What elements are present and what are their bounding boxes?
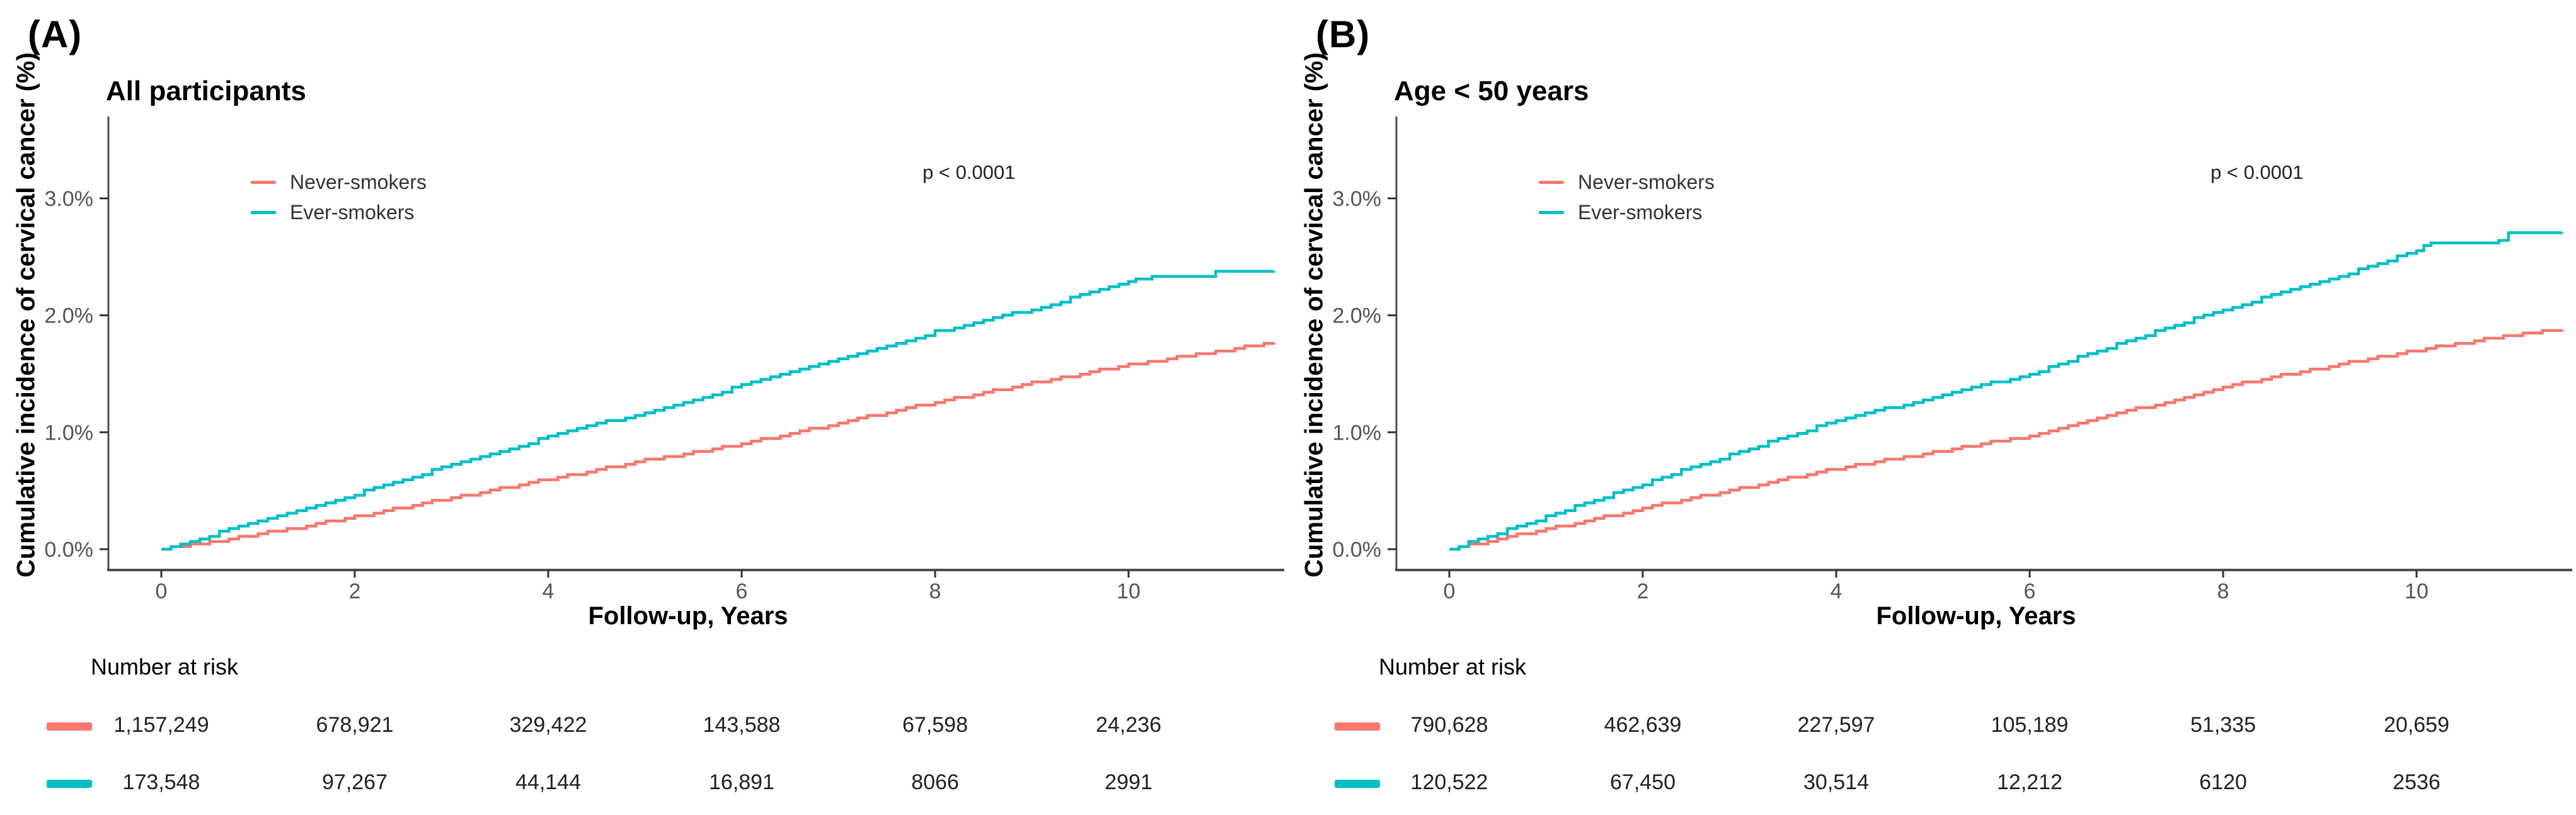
p-value-annotation: p < 0.0001 xyxy=(2211,161,2304,183)
risk-value: 1,157,249 xyxy=(113,713,209,737)
legend-label-never-smokers: Never-smokers xyxy=(290,170,427,193)
risk-value: 8066 xyxy=(911,770,959,794)
x-tick-label: 2 xyxy=(1637,579,1649,603)
risk-value: 30,514 xyxy=(1803,770,1869,794)
ever-smokers-line-swatch xyxy=(1539,210,1564,214)
x-tick-label: 10 xyxy=(2405,579,2429,603)
risk-value: 12,212 xyxy=(1997,770,2062,794)
risk-value: 227,597 xyxy=(1797,713,1875,737)
risk-value: 24,236 xyxy=(1096,713,1161,737)
panel-a-subtitle: All participants xyxy=(106,76,306,106)
risk-value: 6120 xyxy=(2199,770,2247,794)
legend-label-never-smokers: Never-smokers xyxy=(1578,170,1715,193)
risk-value: 97,267 xyxy=(322,770,388,794)
risk-value: 51,335 xyxy=(2190,713,2256,737)
legend-label-ever-smokers: Ever-smokers xyxy=(290,200,415,224)
x-axis-title: Follow-up, Years xyxy=(1876,602,2076,630)
risk-value: 16,891 xyxy=(709,770,774,794)
y-tick-label: 0.0% xyxy=(1333,538,1382,562)
legend-item-never-smokers: Never-smokers xyxy=(251,167,427,197)
panel-b-subtitle: Age < 50 years xyxy=(1394,76,1589,106)
x-tick-label: 6 xyxy=(736,579,748,603)
y-tick-label: 1.0% xyxy=(45,421,94,445)
risk-value: 143,588 xyxy=(703,713,781,737)
legend-label-ever-smokers: Ever-smokers xyxy=(1578,200,1703,224)
risk-value: 678,921 xyxy=(316,713,394,737)
x-tick-label: 10 xyxy=(1117,579,1141,603)
never-smokers-line-swatch xyxy=(251,180,276,184)
ever-smokers-risk-swatch xyxy=(47,780,92,788)
number-at-risk-header: Number at risk xyxy=(91,654,239,680)
y-tick-label: 2.0% xyxy=(1333,304,1382,328)
risk-row-never-smokers: 1,157,249 678,921 329,422 143,588 67,598 24,2… xyxy=(0,713,1288,741)
risk-value: 173,548 xyxy=(122,770,200,794)
x-tick-label: 0 xyxy=(156,579,168,603)
x-tick-label: 4 xyxy=(1831,579,1843,603)
never-smokers-line-swatch xyxy=(1539,180,1564,184)
panel-b: (B) Age < 50 years Cumulative incidence … xyxy=(1288,0,2576,815)
panel-a: (A) All participants Cumulative incidenc… xyxy=(0,13,1288,798)
legend: Never-smokers Ever-smokers xyxy=(1539,167,1715,227)
risk-row-never-smokers: 790,628 462,639 227,597 105,189 51,335 20,659 xyxy=(1288,713,2576,741)
risk-value: 105,189 xyxy=(1991,713,2069,737)
ever-smokers-line-swatch xyxy=(251,210,276,214)
never-smokers-risk-swatch xyxy=(1335,722,1380,731)
x-tick-label: 6 xyxy=(2024,579,2036,603)
x-tick-label: 2 xyxy=(349,579,361,603)
risk-value: 2536 xyxy=(2393,770,2441,794)
risk-value: 20,659 xyxy=(2384,713,2449,737)
risk-value: 120,522 xyxy=(1410,770,1488,794)
x-tick-label: 8 xyxy=(2217,579,2229,603)
legend-item-ever-smokers: Ever-smokers xyxy=(251,197,427,227)
risk-value: 67,598 xyxy=(902,713,968,737)
never-smokers-curve xyxy=(1449,329,2563,551)
panel-a-label: (A) xyxy=(28,13,83,55)
risk-value: 44,144 xyxy=(515,770,581,794)
p-value-annotation: p < 0.0001 xyxy=(923,161,1016,183)
risk-value: 67,450 xyxy=(1610,770,1676,794)
ever-smokers-curve xyxy=(1449,231,2563,551)
panel-a-plot-svg: 0.0% 1.0% 2.0% 3.0% 0 2 4 6 8 10 xyxy=(45,117,1284,603)
risk-value: 790,628 xyxy=(1410,713,1488,737)
x-axis-title: Follow-up, Years xyxy=(588,602,788,630)
x-tick-label: 0 xyxy=(1444,579,1456,603)
legend: Never-smokers Ever-smokers xyxy=(251,167,427,227)
risk-value: 329,422 xyxy=(509,713,587,737)
x-tick-label: 4 xyxy=(543,579,555,603)
panel-b-label: (B) xyxy=(1316,13,1371,55)
risk-row-ever-smokers: 173,548 97,267 44,144 16,891 8066 2991 xyxy=(0,770,1288,798)
y-tick-label: 2.0% xyxy=(45,304,94,328)
panel-b-plot-svg: 0.0% 1.0% 2.0% 3.0% 0 2 4 6 8 10 xyxy=(1333,117,2572,603)
y-tick-label: 1.0% xyxy=(1333,421,1382,445)
legend-item-never-smokers: Never-smokers xyxy=(1539,167,1715,197)
risk-row-ever-smokers: 120,522 67,450 30,514 12,212 6120 2536 xyxy=(1288,770,2576,798)
number-at-risk-header: Number at risk xyxy=(1379,654,1527,680)
y-tick-label: 3.0% xyxy=(1333,187,1382,211)
risk-value: 2991 xyxy=(1105,770,1153,794)
y-tick-label: 3.0% xyxy=(45,187,94,211)
ever-smokers-curve xyxy=(161,270,1275,551)
never-smokers-curve xyxy=(161,341,1275,551)
y-tick-label: 0.0% xyxy=(45,538,94,562)
risk-value: 462,639 xyxy=(1604,713,1682,737)
never-smokers-risk-swatch xyxy=(47,722,92,731)
legend-item-ever-smokers: Ever-smokers xyxy=(1539,197,1715,227)
x-tick-label: 8 xyxy=(929,579,941,603)
ever-smokers-risk-swatch xyxy=(1335,780,1380,788)
